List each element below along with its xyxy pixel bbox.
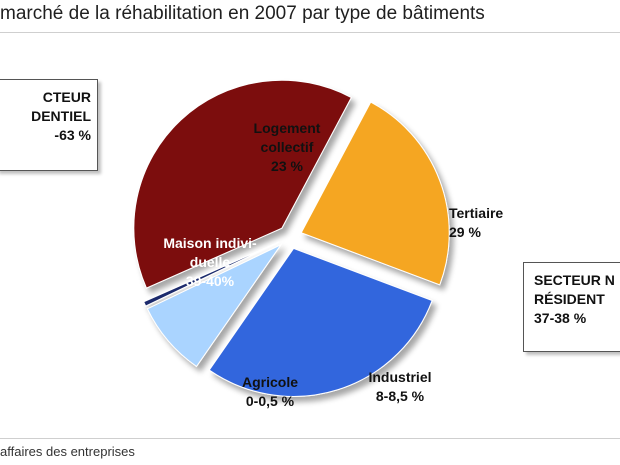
sector-box-non-residential: SECTEUR N RÉSIDENT 37-38 % [523, 262, 620, 352]
slice-label-4-line-0: Maison indivi- [163, 235, 257, 251]
slice-label-2: Industriel 8-8,5 % [368, 369, 431, 404]
slice-label-0-line-0: Logement [254, 120, 321, 136]
title-divider [0, 32, 620, 33]
slice-label-2-line-0: Industriel [368, 369, 431, 385]
sector-left-line-1: CTEUR [42, 89, 91, 105]
pie-slice-4 [133, 79, 352, 289]
footer-divider [0, 438, 620, 439]
slice-label-0-line-2: 23 % [271, 158, 303, 174]
pie-slice-0 [300, 101, 450, 286]
source-note: affaires des entreprises [0, 444, 135, 459]
sector-right-line-2: RÉSIDENT [534, 291, 605, 307]
slice-label-1: Tertiaire 29 % [449, 205, 503, 240]
slice-label-0: Logement collectif 23 % [254, 120, 321, 174]
slice-label-3: Agricole 0-0,5 % [242, 374, 298, 409]
slice-label-2-line-1: 8-8,5 % [376, 388, 425, 404]
slice-label-4: Maison indivi-duelle 39-40% [163, 235, 257, 289]
slice-label-3-line-1: 0-0,5 % [246, 393, 295, 409]
pie-slice-3 [143, 241, 280, 307]
sector-left-line-3: -63 % [54, 127, 91, 143]
slice-label-1-line-1: 29 % [449, 224, 481, 240]
sector-left-line-2: DENTIEL [31, 108, 91, 124]
chart-title: marché de la réhabilitation en 2007 par … [0, 3, 485, 24]
pie-slice-1 [208, 247, 433, 397]
slice-label-1-line-0: Tertiaire [449, 205, 503, 221]
slice-label-0-line-1: collectif [261, 139, 314, 155]
slice-label-4-line-2: 39-40% [186, 273, 235, 289]
sector-right-line-3: 37-38 % [534, 310, 587, 326]
slice-label-3-line-0: Agricole [242, 374, 298, 390]
pie-slice-2 [146, 243, 283, 368]
sector-box-residential: CTEUR DENTIEL -63 % [0, 79, 98, 171]
sector-right-line-1: SECTEUR N [534, 272, 615, 288]
slice-label-4-line-1: duelle [190, 254, 231, 270]
